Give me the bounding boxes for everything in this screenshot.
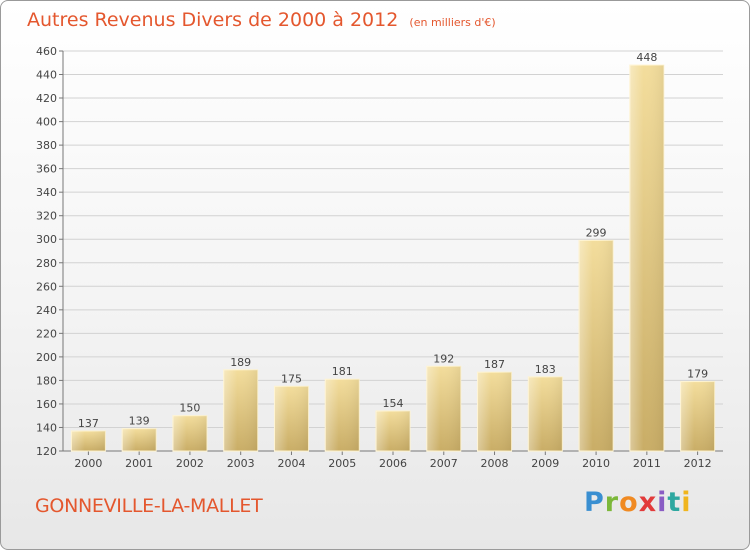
bar-shine-2009 (528, 376, 563, 451)
y-tick-label: 440 (36, 69, 57, 82)
bar-shine-2001 (122, 428, 157, 451)
proxiti-logo: Proxiti (584, 487, 692, 518)
x-tick-label: 2000 (74, 457, 102, 470)
y-tick-label: 340 (36, 186, 57, 199)
y-tick-label: 120 (36, 445, 57, 458)
bar-shine-2011 (629, 65, 664, 451)
x-tick-label: 2003 (227, 457, 255, 470)
x-tick-label: 2007 (430, 457, 458, 470)
x-tick-label: 2012 (684, 457, 712, 470)
y-tick-label: 200 (36, 351, 57, 364)
x-tick-label: 2002 (176, 457, 204, 470)
bar-shine-2003 (223, 369, 258, 451)
y-tick-label: 160 (36, 398, 57, 411)
y-tick-label: 320 (36, 210, 57, 223)
y-tick-label: 420 (36, 92, 57, 105)
bar-shine-2010 (579, 240, 614, 451)
x-tick-label: 2008 (481, 457, 509, 470)
x-tick-label: 2009 (531, 457, 559, 470)
data-label-2007: 192 (433, 352, 454, 365)
data-label-2003: 189 (230, 356, 251, 369)
x-tick-label: 2005 (328, 457, 356, 470)
bar-shine-2007 (426, 366, 461, 451)
axes: 120 140 160 180 200 220 240 260 280 300 320 340 360 3… (36, 45, 723, 470)
y-tick-label: 460 (36, 45, 57, 58)
x-tick-label: 2011 (633, 457, 661, 470)
chart-title: Autres Revenus Divers de 2000 à 2012 (27, 9, 399, 31)
y-tick-label: 140 (36, 421, 57, 434)
data-label-2002: 150 (179, 402, 200, 415)
y-tick-label: 300 (36, 233, 57, 246)
y-tick-label: 260 (36, 280, 57, 293)
y-tick-label: 280 (36, 257, 57, 270)
bars (70, 64, 716, 452)
logo-letter: i (681, 487, 692, 518)
data-label-2009: 183 (535, 363, 556, 376)
data-label-2008: 187 (484, 358, 505, 371)
data-label-2001: 139 (129, 415, 150, 428)
logo-letter: x (638, 487, 658, 518)
data-label-2011: 448 (636, 51, 657, 64)
x-tick-label: 2010 (582, 457, 610, 470)
logo-letter: r (604, 487, 620, 518)
data-label-2005: 181 (332, 365, 353, 378)
y-tick-label: 220 (36, 327, 57, 340)
y-tick-label: 400 (36, 116, 57, 129)
logo-letter: t (667, 487, 682, 518)
x-tick-label: 2006 (379, 457, 407, 470)
data-label-2006: 154 (383, 397, 404, 410)
data-label-2000: 137 (78, 417, 99, 430)
chart-subtitle: (en milliers d'€) (409, 16, 496, 29)
x-tick-label: 2001 (125, 457, 153, 470)
bar-shine-2012 (680, 381, 715, 451)
x-tick-label: 2004 (277, 457, 305, 470)
y-tick-label: 360 (36, 163, 57, 176)
grid-lines (63, 50, 723, 452)
bar-shine-2000 (71, 431, 106, 451)
bar-shine-2002 (172, 415, 207, 451)
bar-shine-2008 (477, 372, 512, 451)
bar-shine-2004 (274, 386, 309, 451)
y-tick-label: 240 (36, 304, 57, 317)
data-label-2004: 175 (281, 372, 302, 385)
data-label-2012: 179 (687, 368, 708, 381)
chart-title-row: Autres Revenus Divers de 2000 à 2012 (en… (27, 9, 496, 31)
y-tick-label: 380 (36, 139, 57, 152)
bar-shine-2005 (325, 379, 360, 451)
data-labels: 137 139 150 189 175 181 154 192 187 183 299 448 179 (78, 51, 708, 430)
place-name: GONNEVILLE-LA-MALLET (35, 495, 263, 517)
logo-letter: P (584, 487, 605, 518)
y-tick-label: 180 (36, 374, 57, 387)
bar-shine-2006 (376, 411, 410, 451)
logo-letter: i (657, 487, 668, 518)
data-label-2010: 299 (586, 226, 607, 239)
logo-letter: o (619, 487, 639, 518)
